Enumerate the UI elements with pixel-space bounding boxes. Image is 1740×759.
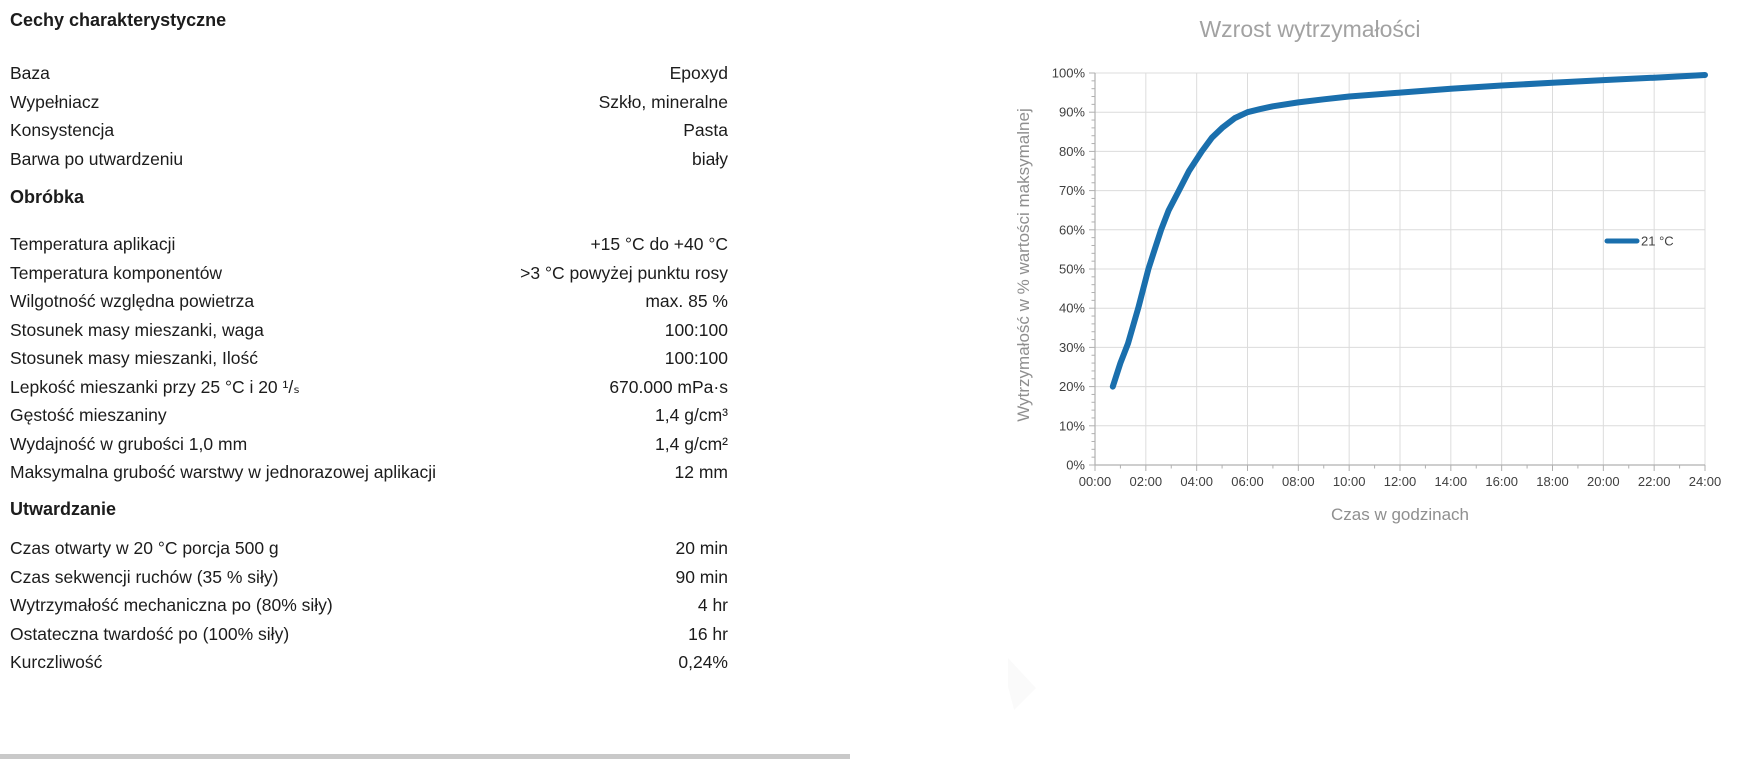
- tick-labels: 0% 10% 20% 30% 40% 50% 60% 70% 80% 90% 100% 00:00 02…: [1052, 66, 1722, 490]
- row-label: Kurczliwość: [10, 652, 103, 672]
- svg-text:20%: 20%: [1059, 379, 1085, 394]
- table-row: Barwa po utwardzeniu biały: [10, 145, 728, 174]
- legend: 21 °C: [1604, 234, 1674, 249]
- table-row: Wilgotność względna powietrza max. 85 %: [10, 287, 728, 316]
- row-value: 20 min: [675, 538, 728, 558]
- row-label: Barwa po utwardzeniu: [10, 148, 184, 169]
- row-label: Czas otwarty w 20 °C porcja 500 g: [10, 538, 279, 558]
- row-value: 90 min: [675, 566, 728, 587]
- svg-text:70%: 70%: [1059, 183, 1085, 198]
- table-row: Temperatura aplikacji +15 °C do +40 °C: [10, 230, 728, 259]
- svg-text:40%: 40%: [1059, 301, 1085, 316]
- row-value: +15 °C do +40 °C: [590, 234, 728, 254]
- page-bottom-divider: [0, 754, 850, 759]
- svg-text:60%: 60%: [1059, 222, 1085, 237]
- watermark-chevron: [1008, 658, 1036, 710]
- chart-title: Wzrost wytrzymałości: [1199, 16, 1421, 42]
- row-value: >3 °C powyżej punktu rosy: [520, 262, 728, 283]
- data-line: [1109, 72, 1708, 390]
- section-title: Obróbka: [10, 187, 85, 207]
- row-value: 1,4 g/cm²: [655, 433, 728, 454]
- table-row: Baza Epoxyd: [10, 59, 728, 88]
- row-value: 100:100: [664, 319, 728, 340]
- row-label: Temperatura komponentów: [10, 262, 223, 283]
- svg-text:18:00: 18:00: [1536, 474, 1569, 489]
- table-row: Stosunek masy mieszanki, waga 100:100: [10, 316, 728, 345]
- row-value: 16 hr: [688, 623, 728, 644]
- row-label: Maksymalna grubość warstwy w jednorazowe…: [10, 462, 436, 482]
- svg-text:100%: 100%: [1052, 66, 1086, 81]
- table-row: Stosunek masy mieszanki, Ilość 100:100: [10, 344, 728, 373]
- grid-lines: [1095, 72, 1706, 465]
- axes: [1089, 72, 1706, 471]
- row-label: Czas sekwencji ruchów (35 % siły): [10, 566, 279, 587]
- row-value: 0,24%: [678, 652, 728, 672]
- svg-text:14:00: 14:00: [1435, 474, 1468, 489]
- svg-text:90%: 90%: [1059, 105, 1085, 120]
- row-value: 12 mm: [674, 462, 728, 482]
- row-value: 100:100: [664, 348, 728, 368]
- svg-text:16:00: 16:00: [1485, 474, 1518, 489]
- row-label: Stosunek masy mieszanki, Ilość: [10, 348, 259, 368]
- svg-text:10%: 10%: [1059, 418, 1085, 433]
- svg-text:21 °C: 21 °C: [1641, 234, 1674, 249]
- line-chart: 0% 10% 20% 30% 40% 50% 60% 70% 80% 90% 100% 00:00 02…: [1052, 66, 1722, 490]
- svg-text:22:00: 22:00: [1638, 474, 1671, 489]
- svg-text:20:00: 20:00: [1587, 474, 1620, 489]
- svg-text:02:00: 02:00: [1130, 474, 1163, 489]
- table-row: Maksymalna grubość warstwy w jednorazowe…: [10, 458, 728, 487]
- section-title: Cechy charakterystyczne: [10, 10, 227, 30]
- table-row: Wydajność w grubości 1,0 mm 1,4 g/cm²: [10, 430, 728, 459]
- row-label: Wilgotność względna powietrza: [10, 291, 255, 311]
- svg-text:12:00: 12:00: [1384, 474, 1417, 489]
- table-row: Wypełniacz Szkło, mineralne: [10, 88, 728, 117]
- row-value: 4 hr: [697, 595, 728, 615]
- row-value: biały: [692, 148, 728, 169]
- row-label: Temperatura aplikacji: [10, 234, 176, 254]
- row-value: Pasta: [683, 120, 728, 140]
- table-row: Ostateczna twardość po (100% siły) 16 hr: [10, 620, 728, 649]
- table-row: Kurczliwość 0,24%: [10, 648, 728, 677]
- table-row: Gęstość mieszaniny 1,4 g/cm³: [10, 401, 728, 430]
- svg-text:50%: 50%: [1059, 262, 1085, 277]
- svg-text:24:00: 24:00: [1689, 474, 1722, 489]
- row-value: max. 85 %: [645, 291, 728, 311]
- svg-text:04:00: 04:00: [1180, 474, 1213, 489]
- row-label: Wytrzymałość mechaniczna po (80% siły): [10, 595, 333, 615]
- row-label: Gęstość mieszaniny: [10, 405, 167, 425]
- row-label: Ostateczna twardość po (100% siły): [10, 623, 290, 644]
- svg-text:00:00: 00:00: [1079, 474, 1112, 489]
- table-row: Konsystencja Pasta: [10, 116, 728, 145]
- row-label: Baza: [10, 63, 50, 83]
- chart-x-axis-label: Czas w godzinach: [1331, 505, 1469, 524]
- row-value: 670.000 mPa·s: [609, 376, 728, 397]
- row-value: Epoxyd: [669, 63, 728, 83]
- svg-text:30%: 30%: [1059, 340, 1085, 355]
- svg-text:0%: 0%: [1066, 458, 1085, 473]
- svg-text:06:00: 06:00: [1231, 474, 1264, 489]
- svg-text:80%: 80%: [1059, 144, 1085, 159]
- row-value: Szkło, mineralne: [598, 91, 728, 112]
- table-row: Wytrzymałość mechaniczna po (80% siły) 4 …: [10, 591, 728, 620]
- table-row: Temperatura komponentów >3 °C powyżej pun…: [10, 259, 728, 288]
- table-row: Lepkość mieszanki przy 25 °C i 20 ¹/ₛ 670…: [10, 373, 728, 402]
- row-label: Wypełniacz: [10, 91, 100, 112]
- row-value: 1,4 g/cm³: [655, 405, 728, 425]
- row-label: Stosunek masy mieszanki, waga: [10, 319, 264, 340]
- table-row: Czas sekwencji ruchów (35 % siły) 90 min: [10, 563, 728, 592]
- svg-text:10:00: 10:00: [1333, 474, 1366, 489]
- row-label: Lepkość mieszanki przy 25 °C i 20 ¹/ₛ: [10, 376, 300, 397]
- table-row: Czas otwarty w 20 °C porcja 500 g 20 min: [10, 534, 728, 563]
- row-label: Wydajność w grubości 1,0 mm: [10, 433, 248, 454]
- row-label: Konsystencja: [10, 120, 115, 140]
- svg-text:08:00: 08:00: [1282, 474, 1315, 489]
- section-title: Utwardzanie: [10, 499, 117, 519]
